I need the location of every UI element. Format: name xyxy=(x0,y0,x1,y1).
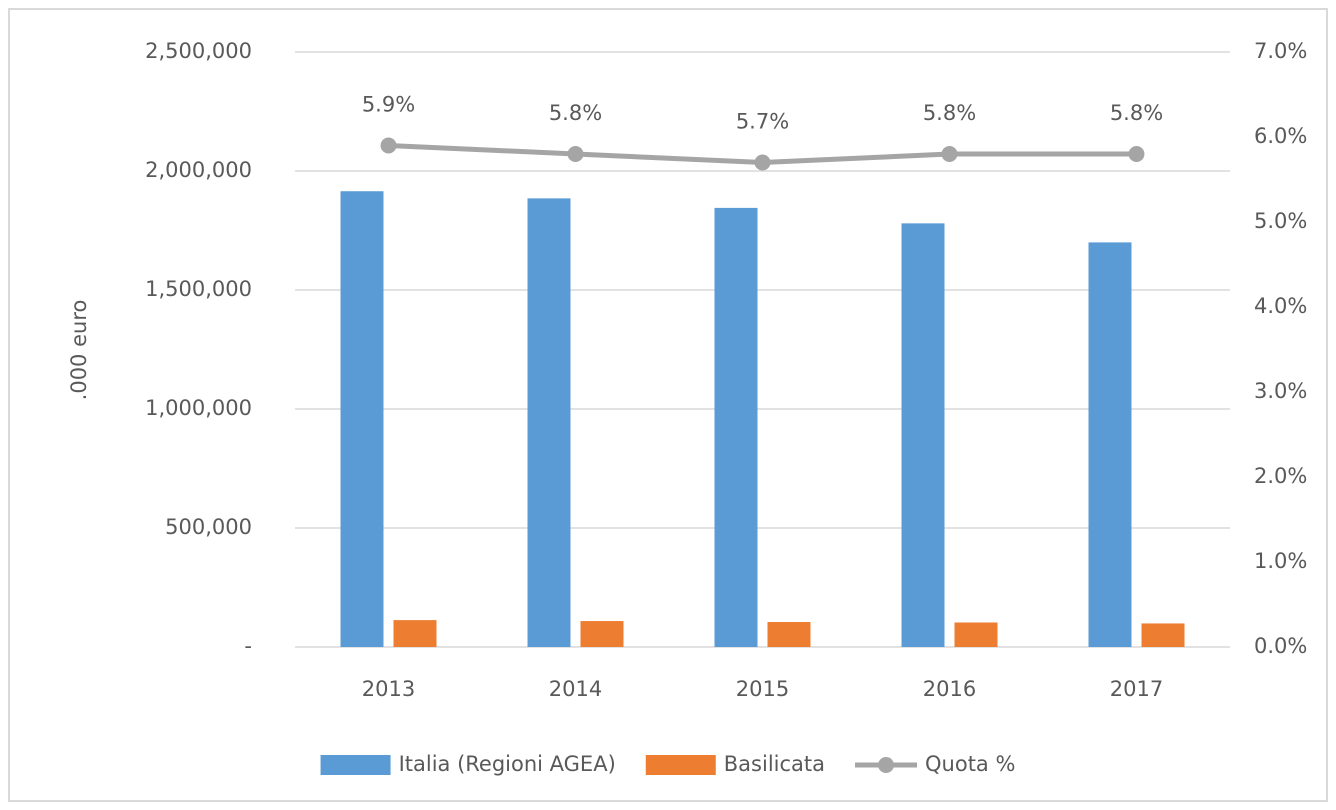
y2-tick-label: 1.0% xyxy=(1254,549,1307,573)
y2-tick-label: 7.0% xyxy=(1254,39,1307,63)
line-marker xyxy=(380,137,397,154)
y-tick-label: - xyxy=(244,634,252,658)
legend-symbol xyxy=(320,755,391,775)
legend-label: Italia (Regioni AGEA) xyxy=(399,752,616,776)
line-marker xyxy=(1128,146,1145,162)
bar xyxy=(393,620,437,647)
legend-label: Quota % xyxy=(925,752,1015,776)
bar xyxy=(580,621,624,647)
bar xyxy=(767,622,811,647)
bar xyxy=(1141,623,1185,647)
y2-tick-label: 4.0% xyxy=(1254,294,1307,318)
data-label: 5.7% xyxy=(736,110,789,134)
y2-tick-label: 6.0% xyxy=(1254,124,1307,148)
bar xyxy=(714,207,758,647)
bar xyxy=(340,191,384,648)
bar xyxy=(527,198,571,647)
data-label: 5.8% xyxy=(1110,101,1163,125)
y-tick-label: 2,000,000 xyxy=(145,158,252,182)
y-tick-label: 2,500,000 xyxy=(145,39,252,63)
legend-label: Basilicata xyxy=(724,752,825,776)
y-axis-title: .000 euro xyxy=(67,300,91,401)
line-marker xyxy=(941,146,958,162)
bar xyxy=(954,622,998,647)
line-marker xyxy=(754,154,771,171)
x-tick-label: 2015 xyxy=(736,677,789,701)
data-label: 5.9% xyxy=(362,93,415,117)
x-tick-label: 2017 xyxy=(1110,677,1163,701)
x-tick-label: 2014 xyxy=(549,677,602,701)
y2-tick-label: 3.0% xyxy=(1254,379,1307,403)
y-tick-label: 500,000 xyxy=(165,515,252,539)
y2-tick-label: 5.0% xyxy=(1254,209,1307,233)
bar xyxy=(1088,242,1132,647)
bar xyxy=(901,223,945,648)
x-tick-label: 2013 xyxy=(362,677,415,701)
data-label: 5.8% xyxy=(549,101,602,125)
x-tick-label: 2016 xyxy=(923,677,976,701)
data-label: 5.8% xyxy=(923,101,976,125)
y2-tick-label: 0.0% xyxy=(1254,634,1307,658)
y-tick-label: 1,500,000 xyxy=(145,277,252,301)
legend-symbol xyxy=(645,755,716,775)
line-marker xyxy=(567,146,584,162)
y-tick-label: 1,000,000 xyxy=(145,396,252,420)
legend-symbol xyxy=(878,757,895,773)
y2-tick-label: 2.0% xyxy=(1254,464,1307,488)
